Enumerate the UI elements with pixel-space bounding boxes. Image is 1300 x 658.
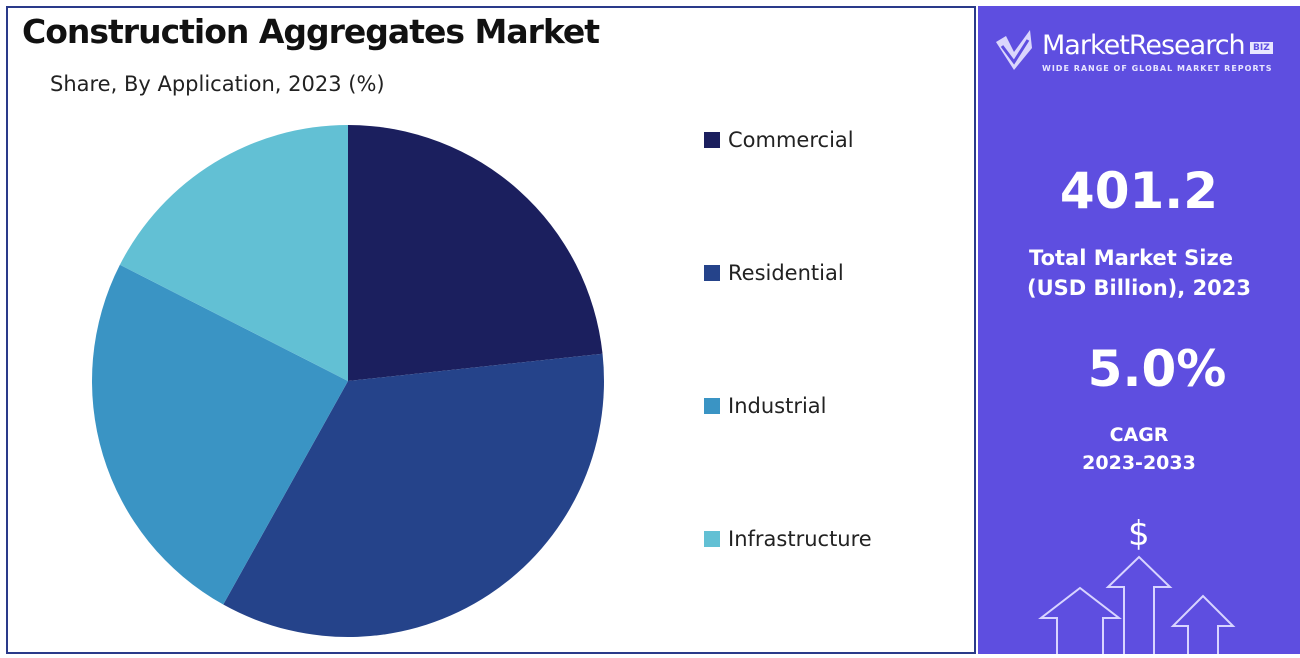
pie-slice-commercial [348,125,603,381]
pie-slice-industrial [91,264,348,605]
pie-slice-infrastructure [119,125,348,381]
legend-item-commercial: Commercial [704,128,854,152]
legend-item-infrastructure: Infrastructure [704,527,872,551]
chart-title: Construction Aggregates Market [22,12,600,51]
dollar-icon: $ [1128,514,1150,554]
market-size-label: Total Market Size [1029,246,1233,270]
checkmark-logo-icon [996,30,1032,70]
logo-text: MarketResearch [1042,30,1246,61]
side-panel: MarketResearch BIZ WIDE RANGE OF GLOBAL … [978,6,1300,654]
cagr-years: 2023-2033 [1082,452,1196,474]
market-size-value: 401.2 [1059,162,1219,220]
legend-label: Residential [728,261,844,285]
chart-subtitle: Share, By Application, 2023 (%) [50,72,385,96]
cagr-label: CAGR [1109,424,1169,446]
legend-swatch [704,265,720,281]
legend-label: Infrastructure [728,527,872,551]
legend-item-residential: Residential [704,261,844,285]
legend-label: Industrial [728,394,827,418]
pie-slice-residential [223,353,604,637]
market-size-label-2: (USD Billion), 2023 [1026,276,1252,300]
pie-chart [91,125,604,637]
legend-item-industrial: Industrial [704,394,827,418]
legend-label: Commercial [728,128,854,152]
logo-badge: BIZ [1250,42,1273,54]
legend-swatch [704,531,720,547]
legend-swatch [704,132,720,148]
growth-arrows-icon [1038,555,1236,654]
cagr-value: 5.0% [1087,340,1227,398]
legend-swatch [704,398,720,414]
logo-tagline: WIDE RANGE OF GLOBAL MARKET REPORTS [1042,64,1273,73]
